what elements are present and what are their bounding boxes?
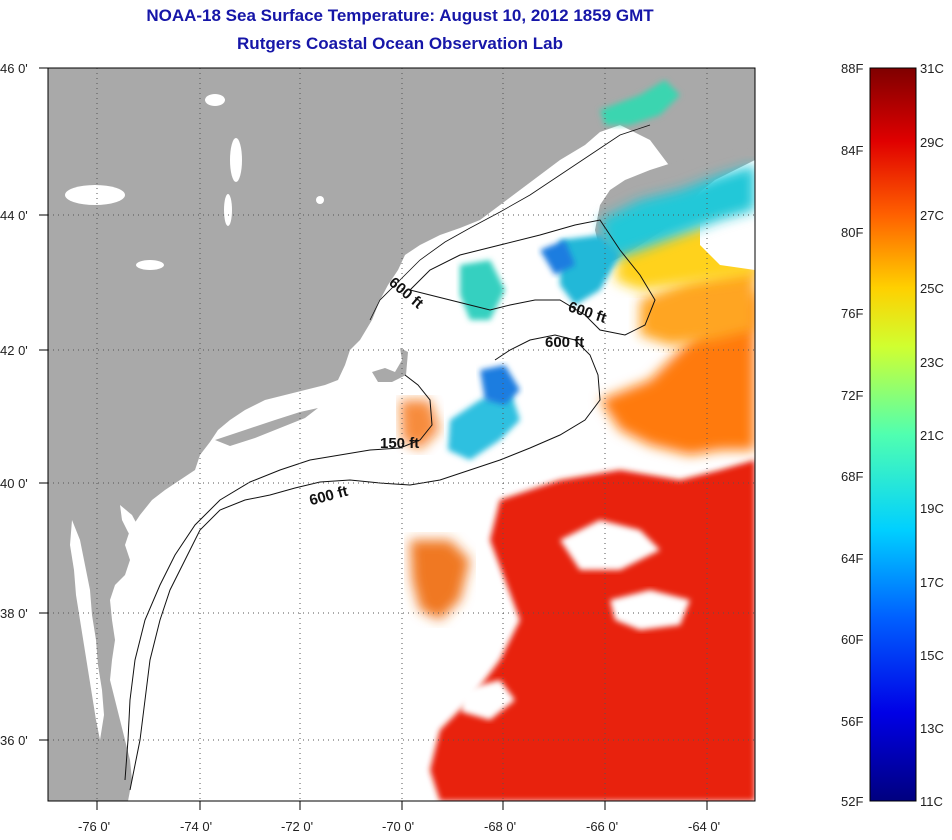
cb-f-label: 56F [841, 714, 863, 729]
contour-label: 600 ft [545, 334, 584, 351]
lake [316, 196, 324, 204]
cb-c-label: 13C [920, 721, 944, 736]
lake [205, 94, 225, 106]
lake-ontario [65, 185, 125, 205]
map-subtitle: Rutgers Coastal Ocean Observation Lab [237, 34, 563, 53]
contour-600ft-shelf [129, 334, 601, 791]
lat-label: 36 0' [0, 733, 28, 748]
lon-label: -70 0' [382, 819, 414, 834]
lat-label: 46 0' [0, 61, 28, 76]
map-title: NOAA-18 Sea Surface Temperature: August … [146, 6, 654, 25]
lat-label: 42 0' [0, 343, 28, 358]
chesapeake-bay [70, 520, 104, 740]
lake [224, 194, 232, 226]
contour-150ft-shelf [124, 374, 433, 781]
cb-f-label: 68F [841, 469, 863, 484]
cb-f-label: 80F [841, 225, 863, 240]
lon-label: -72 0' [281, 819, 313, 834]
cb-c-label: 15C [920, 648, 944, 663]
lat-label: 44 0' [0, 208, 28, 223]
cb-f-label: 88F [841, 61, 863, 76]
lon-label: -74 0' [180, 819, 212, 834]
cb-f-label: 60F [841, 632, 863, 647]
land-mainland [48, 68, 755, 801]
colorbar-celsius-labels: 31C 29C 27C 25C 23C 21C 19C 17C 15C 13C … [920, 61, 944, 809]
cb-c-label: 23C [920, 355, 944, 370]
land-long-island [215, 408, 318, 446]
land-cape-cod [372, 348, 408, 382]
lat-label: 40 0' [0, 476, 28, 491]
cb-c-label: 25C [920, 281, 944, 296]
cb-f-label: 72F [841, 388, 863, 403]
axis-ticks [39, 67, 708, 810]
lat-label: 38 0' [0, 606, 28, 621]
cb-c-label: 29C [920, 135, 944, 150]
cb-c-label: 19C [920, 501, 944, 516]
cb-c-label: 11C [920, 794, 943, 809]
lake [230, 138, 242, 182]
cb-f-label: 64F [841, 551, 863, 566]
cb-f-label: 84F [841, 143, 863, 158]
lon-label: -68 0' [484, 819, 516, 834]
coastline-detail [369, 124, 651, 321]
cb-f-label: 76F [841, 306, 863, 321]
lon-label: -64 0' [688, 819, 720, 834]
sst-cool-field [448, 80, 755, 460]
colorbar [869, 67, 917, 802]
cb-c-label: 17C [920, 575, 944, 590]
cb-c-label: 27C [920, 208, 944, 223]
lon-label: -66 0' [586, 819, 618, 834]
lake [136, 260, 164, 270]
cb-c-label: 21C [920, 428, 944, 443]
lon-label: -76 0' [78, 819, 110, 834]
colorbar-fahrenheit-labels: 88F 84F 80F 76F 72F 68F 64F 60F 56F 52F [841, 61, 863, 809]
contour-label: 150 ft [380, 435, 419, 452]
delaware-bay [120, 505, 140, 545]
graticule [48, 68, 755, 801]
cb-c-label: 31C [920, 61, 944, 76]
cb-f-label: 52F [841, 794, 863, 809]
contour-gulf-of-maine [409, 219, 656, 336]
map-panel: 600 ft 600 ft 600 ft 150 ft 600 ft [48, 68, 755, 801]
